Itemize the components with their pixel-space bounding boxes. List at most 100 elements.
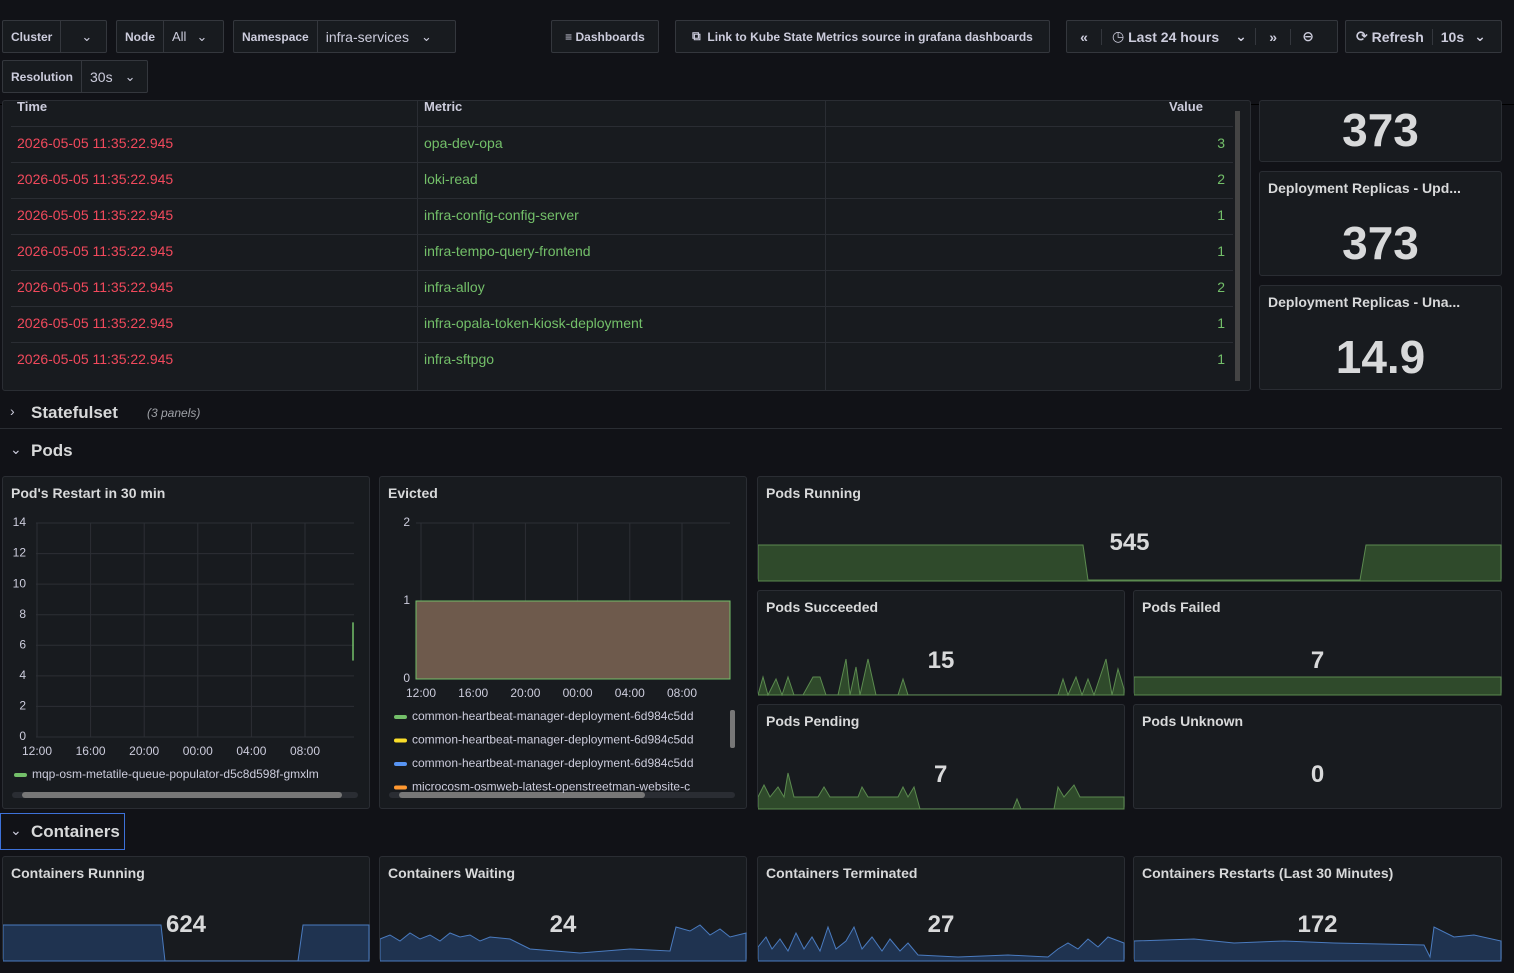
icon: ≡: [565, 29, 576, 44]
sparkline: [758, 772, 1125, 810]
y-tick-label: 14: [13, 515, 27, 529]
legend-swatch: [394, 762, 407, 766]
dashboards-button[interactable]: ≡ Dashboards: [551, 20, 659, 53]
legend-label[interactable]: common-heartbeat-manager-deployment-6d98…: [412, 709, 694, 723]
y-tick-label: 4: [19, 668, 26, 682]
forward[interactable]: »: [1256, 28, 1292, 45]
header-value[interactable]: Value: [1169, 100, 1203, 114]
header-metric[interactable]: Metric: [424, 100, 463, 114]
row-focus[interactable]: [0, 813, 125, 850]
stat-panel: Pods Succeeded 15: [757, 590, 1125, 696]
row-divider: [11, 198, 1233, 199]
legend-label[interactable]: common-heartbeat-manager-deployment-6d98…: [412, 756, 694, 770]
legend-label[interactable]: common-heartbeat-manager-deployment-6d98…: [412, 733, 694, 747]
panel-title: Pods Succeeded: [766, 599, 879, 615]
chevron: ⌄: [1474, 28, 1486, 44]
table-cell: 2026-05-05 11:35:22.945: [17, 207, 174, 223]
legend-label[interactable]: microcosm-osmweb-latest-openstreetman-we…: [412, 780, 690, 794]
icon: ◷: [1112, 28, 1129, 44]
scrollbar-thumb[interactable]: [22, 792, 342, 798]
x-tick-label: 12:00: [22, 744, 52, 758]
icon: ⟳: [1356, 28, 1372, 44]
stat-value: 0: [1310, 761, 1325, 788]
stat-panel: 373: [1259, 100, 1502, 162]
namespace-picker[interactable]: Namespace infra-services ⌄: [233, 20, 456, 53]
table-cell: infra-tempo-query-frontend: [424, 243, 591, 259]
panel-title: Containers Terminated: [766, 865, 918, 881]
table-cell: 1: [1217, 243, 1225, 259]
value: infra-services: [325, 28, 409, 45]
panel-title: Pod's Restart in 30 min: [11, 485, 166, 501]
x-tick-label: 12:00: [406, 686, 436, 700]
refresh-picker[interactable]: ⟳ Refresh 10s ⌄: [1345, 20, 1502, 53]
table-panel: Time Metric Value 2026-05-05 11:35:22.94…: [2, 100, 1251, 391]
sparkline: [758, 925, 1125, 962]
table-cell: infra-config-config-server: [424, 207, 579, 223]
y-tick-label: 2: [19, 699, 26, 713]
zoom-out[interactable]: ⊖: [1302, 28, 1314, 44]
stat-value: 172: [1297, 911, 1338, 938]
row-title[interactable]: Containers: [31, 822, 120, 841]
panel-title: Pods Pending: [766, 713, 860, 729]
panel-title: Containers Waiting: [388, 865, 516, 881]
resolution-picker[interactable]: Resolution 30s ⌄: [2, 60, 148, 93]
refresh[interactable]: Refresh: [1372, 28, 1433, 45]
panel-title: Deployment Replicas - Una...: [1268, 294, 1461, 310]
table-cell: infra-opala-token-kiosk-deployment: [424, 315, 643, 331]
table-cell: 2: [1217, 279, 1225, 295]
panel-title: Deployment Replicas - Upd...: [1268, 180, 1461, 196]
label: Cluster: [3, 21, 62, 52]
sparkline-area: [758, 658, 1125, 696]
y-tick-label: 6: [19, 637, 26, 651]
time-range: Last 24 hours: [1128, 28, 1220, 45]
x-tick-label: 16:00: [458, 686, 488, 700]
chevron: ⌄: [196, 28, 208, 44]
chevron: ⌄: [81, 28, 93, 44]
chevron: ⌄: [1235, 28, 1257, 45]
legend-label[interactable]: mqp-osm-metatile-queue-populator-d5c8d59…: [32, 767, 319, 781]
stat-panel: Pods Running 545: [757, 476, 1502, 582]
label: Namespace: [234, 21, 318, 52]
header-time[interactable]: Time: [17, 100, 48, 114]
row-title[interactable]: Pods: [31, 441, 73, 460]
time-picker[interactable]: « ◷ Last 24 hours ⌄» ⊖: [1066, 20, 1338, 53]
cluster-picker[interactable]: Cluster ⌄: [2, 20, 107, 53]
row-title[interactable]: Statefulset: [31, 403, 118, 422]
sparkline-area: [758, 544, 1502, 582]
chevron[interactable]: ›: [10, 403, 15, 419]
stat-panel: Pods Pending 7: [757, 704, 1125, 810]
table-cell: 2026-05-05 11:35:22.945: [17, 171, 174, 187]
legend-swatch: [14, 773, 27, 777]
sparkline: [1134, 926, 1502, 962]
y-tick-label: 12: [13, 546, 27, 560]
link-button[interactable]: ⧉ Link to Kube State Metrics source in g…: [675, 20, 1050, 53]
stat-value: 24: [549, 911, 577, 938]
x-tick-label: 00:00: [183, 744, 213, 758]
stat-value: 545: [1109, 529, 1150, 556]
chevron[interactable]: ⌄: [10, 441, 22, 457]
back[interactable]: «: [1067, 28, 1102, 45]
panel-title: Containers Restarts (Last 30 Minutes): [1142, 865, 1394, 881]
x-tick-label: 20:00: [129, 744, 159, 758]
label: Node: [117, 21, 164, 52]
row-divider: [11, 162, 1233, 163]
y-tick-label: 10: [13, 576, 27, 590]
chart-panel: Pod's Restart in 30 min: [2, 476, 370, 809]
legend-scrollbar[interactable]: [730, 710, 735, 748]
stat-panel: Containers Waiting 24: [379, 856, 747, 962]
chevron[interactable]: ⌄: [10, 822, 22, 838]
node-picker[interactable]: Node All ⌄: [116, 20, 224, 53]
sparkline: [758, 544, 1502, 582]
row-divider: [11, 306, 1233, 307]
legend-swatch: [394, 715, 407, 719]
table-cell: 2026-05-05 11:35:22.945: [17, 243, 174, 259]
stat-value: 7: [934, 761, 948, 788]
stat-panel: Pods Failed 7: [1133, 590, 1502, 696]
scrollbar-thumb[interactable]: [399, 792, 645, 798]
stat-value: 624: [165, 911, 207, 938]
scrollbar[interactable]: [1235, 111, 1240, 381]
row-note: (3 panels): [147, 406, 201, 420]
x-tick-label: 04:00: [236, 744, 266, 758]
panel-title: Pods Unknown: [1142, 713, 1244, 729]
panel-title: Evicted: [388, 485, 438, 501]
